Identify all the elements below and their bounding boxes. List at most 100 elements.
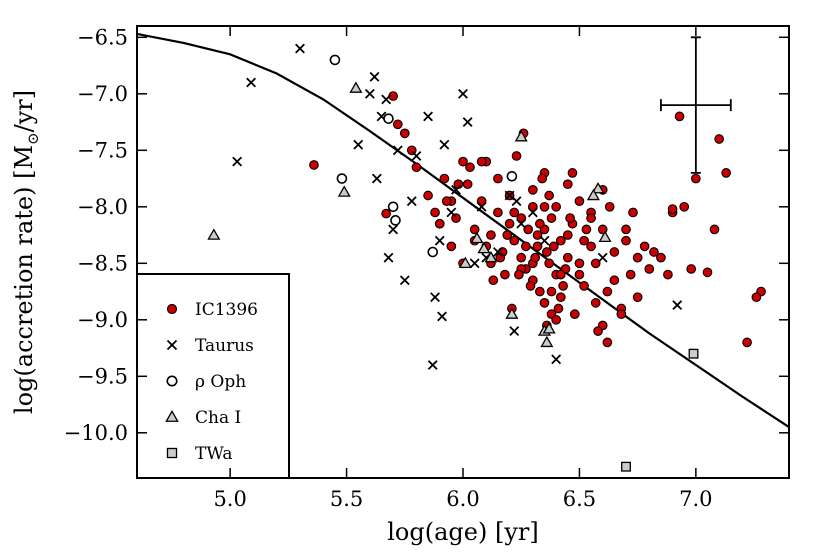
data-point-ic1396 <box>649 247 659 257</box>
data-point-ic1396 <box>602 286 613 297</box>
x-tick-label: 6.5 <box>563 487 596 511</box>
data-point-cha-i <box>540 335 554 348</box>
data-point-cha-i <box>484 250 498 263</box>
data-point-taurus <box>462 117 473 127</box>
data-point-ic1396 <box>574 269 585 280</box>
data-point-ic1396 <box>476 156 487 167</box>
data-point-cha-i <box>207 228 221 240</box>
data-point-taurus <box>509 326 520 337</box>
data-point-ic1396 <box>581 224 592 235</box>
data-point-ic1396 <box>465 162 475 173</box>
data-point-ic1396 <box>751 292 762 303</box>
data-point-taurus <box>383 252 394 263</box>
data-point-taurus <box>458 88 468 99</box>
data-point-ic1396 <box>528 201 538 212</box>
data-point-ic1396 <box>567 168 578 178</box>
data-point-ic1396 <box>621 224 631 235</box>
data-point-taurus <box>430 292 440 303</box>
data-point-ic1396 <box>609 275 620 286</box>
data-point-ic1396 <box>469 224 480 235</box>
data-point-ic1396 <box>392 119 403 130</box>
data-point-ic1396 <box>562 230 573 240</box>
data-point-cha-i <box>470 231 484 244</box>
y-tick-label: −6.5 <box>77 25 128 49</box>
data-point-ic1396 <box>544 190 555 201</box>
data-point-ic1396 <box>558 281 568 291</box>
data-point-ic1396 <box>616 309 627 320</box>
x-tick-label: 5.0 <box>213 487 246 511</box>
data-point-ic1396 <box>644 264 655 274</box>
data-point-ic1396 <box>493 207 503 218</box>
data-point-ic1396 <box>569 309 580 320</box>
legend-marker-twa <box>166 447 178 459</box>
data-point-ic1396 <box>548 241 559 252</box>
data-point-ic1396 <box>586 213 596 223</box>
data-point-ic1396 <box>511 151 522 161</box>
y-tick-label: −10.0 <box>64 421 128 445</box>
y-axis-title-solar-symbol: ⊙ <box>24 132 42 145</box>
data-point-taurus <box>469 258 480 269</box>
data-point-ic1396 <box>441 196 452 206</box>
data-point-ic1396 <box>546 213 557 223</box>
data-point-ic1396 <box>544 258 555 269</box>
x-tick-label: 6.0 <box>446 487 479 511</box>
x-tick-label: 7.0 <box>679 487 712 511</box>
data-point-taurus <box>353 139 364 150</box>
data-point-ic1396 <box>539 298 550 308</box>
data-point-ic1396 <box>514 269 524 280</box>
data-point-taurus <box>232 156 243 167</box>
data-point-ic1396 <box>509 207 520 218</box>
model-curve-line <box>137 32 789 429</box>
data-point-ic1396 <box>530 252 541 263</box>
error-bar <box>660 36 732 174</box>
legend-label-cha-i: Cha I <box>195 408 241 428</box>
data-point-taurus <box>476 201 487 212</box>
data-point-ic1396 <box>553 303 564 314</box>
data-point-ic1396 <box>579 235 589 246</box>
data-point-ic1396 <box>555 269 566 280</box>
data-point-ic1396 <box>579 281 589 291</box>
data-point-ic1396 <box>574 258 585 269</box>
legend-marker-oph <box>166 375 178 387</box>
data-point-ic1396 <box>528 185 538 195</box>
data-point-ic1396 <box>516 213 527 223</box>
data-point-taurus <box>246 77 257 88</box>
data-point-ic1396 <box>667 204 678 214</box>
data-point-taurus <box>437 311 447 322</box>
data-point-oph <box>387 201 399 213</box>
data-point-ic1396 <box>586 241 596 252</box>
data-point-ic1396 <box>534 286 545 297</box>
data-point-ic1396 <box>702 267 713 278</box>
data-point-ic1396 <box>434 218 445 229</box>
data-point-ic1396 <box>551 201 561 212</box>
data-point-taurus <box>406 196 417 207</box>
data-point-ic1396 <box>590 258 601 269</box>
data-point-taurus <box>492 247 503 257</box>
y-tick-label: −7.0 <box>77 82 128 106</box>
data-point-ic1396 <box>632 252 643 263</box>
data-point-taurus <box>427 360 438 370</box>
data-point-taurus <box>516 218 527 229</box>
data-point-ic1396 <box>516 252 527 263</box>
data-point-ic1396 <box>521 241 531 252</box>
data-point-ic1396 <box>423 190 433 201</box>
data-point-ic1396 <box>493 173 503 184</box>
data-point-ic1396 <box>604 201 615 212</box>
data-point-oph <box>427 246 439 258</box>
error-bar-cross <box>660 36 732 174</box>
data-point-taurus <box>371 173 382 184</box>
data-point-ic1396 <box>714 134 724 144</box>
data-point-oph <box>329 54 341 66</box>
data-point-cha-i <box>542 322 556 334</box>
data-point-ic1396 <box>539 201 550 212</box>
data-point-taurus <box>551 354 562 365</box>
data-point-taurus <box>527 207 538 218</box>
data-point-oph <box>383 113 394 124</box>
data-point-taurus <box>388 224 399 235</box>
data-point-taurus <box>295 43 305 54</box>
data-point-ic1396 <box>502 230 513 240</box>
data-point-ic1396 <box>562 252 573 263</box>
data-point-ic1396 <box>562 179 573 190</box>
data-point-ic1396 <box>679 201 690 212</box>
